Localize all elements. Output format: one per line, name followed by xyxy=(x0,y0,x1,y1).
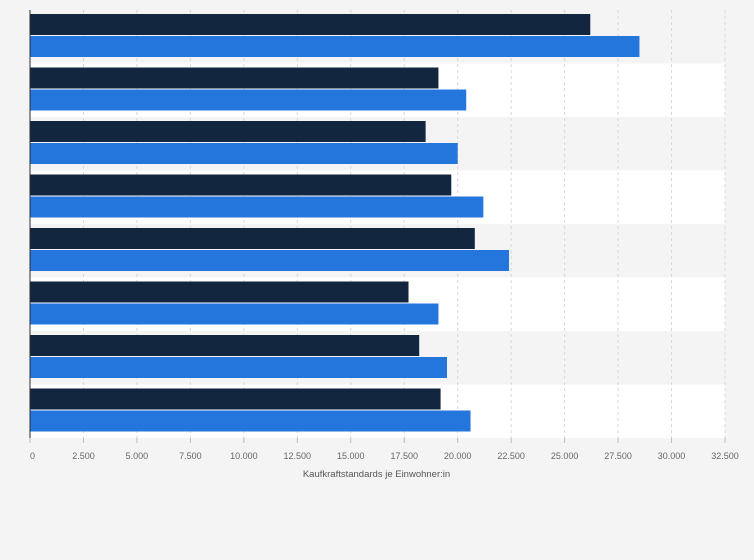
bar-series2 xyxy=(30,143,458,164)
bar-series2 xyxy=(30,250,510,271)
bar-series1 xyxy=(30,388,441,410)
bar-series1 xyxy=(30,228,475,249)
tick-label: 30.000 xyxy=(658,451,686,461)
tick-label: 22.500 xyxy=(497,451,525,461)
bar-series2 xyxy=(30,196,484,218)
tick-label: 5.000 xyxy=(126,451,149,461)
tick-label: 0 xyxy=(30,451,35,461)
tick-label: 12.500 xyxy=(284,451,312,461)
tick-label: 2.500 xyxy=(72,451,95,461)
bar-series1 xyxy=(30,174,452,196)
bar-series1 xyxy=(30,121,426,142)
x-axis-ticks: 0 2.500 5.000 7.500 10.000 12.500 15.000 17.500… xyxy=(29,438,739,461)
tick-label: 27.500 xyxy=(604,451,632,461)
tick-label: 15.000 xyxy=(337,451,365,461)
tick-label: 20.000 xyxy=(444,451,472,461)
tick-label: 25.000 xyxy=(551,451,579,461)
bar-series1 xyxy=(30,281,409,303)
bar-series2 xyxy=(30,410,471,432)
bar-series2 xyxy=(30,303,439,325)
bar-series2 xyxy=(30,36,640,57)
tick-label: 32.500 xyxy=(711,451,739,461)
bar-series1 xyxy=(30,335,420,356)
bar-series1 xyxy=(30,14,591,35)
x-axis-title: Kaufkraftstandards je Einwohner:in xyxy=(303,469,450,480)
bar-series2 xyxy=(30,89,467,111)
bar-series1 xyxy=(30,67,439,89)
bars xyxy=(30,14,640,432)
tick-label: 17.500 xyxy=(390,451,418,461)
tick-label: 7.500 xyxy=(179,451,202,461)
tick-label: 10.000 xyxy=(230,451,258,461)
bar-series2 xyxy=(30,357,447,378)
